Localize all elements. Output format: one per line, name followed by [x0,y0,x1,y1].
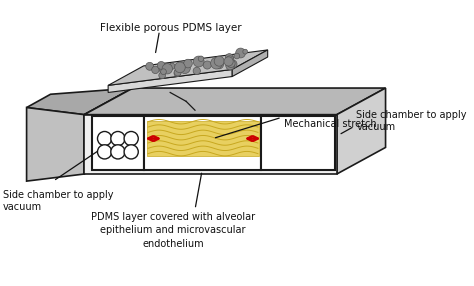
Text: Mechanical stretch: Mechanical stretch [283,119,376,129]
Polygon shape [232,50,268,77]
Circle shape [159,66,166,73]
Circle shape [234,53,240,59]
Polygon shape [108,50,268,86]
Circle shape [174,62,185,73]
Circle shape [224,57,233,66]
Circle shape [226,61,235,70]
Text: PDMS layer covered with alveolar
epithelium and microvascular
endothelium: PDMS layer covered with alveolar epithel… [91,212,255,249]
Circle shape [226,56,234,64]
Bar [92,116,145,170]
Circle shape [174,70,181,77]
Circle shape [183,59,192,68]
Circle shape [193,67,201,75]
Circle shape [124,132,138,146]
Circle shape [169,63,175,69]
Bar [147,121,259,156]
Circle shape [229,60,237,68]
Circle shape [179,62,191,74]
Polygon shape [108,69,232,92]
Circle shape [210,57,222,69]
Circle shape [198,56,204,61]
Circle shape [111,132,125,146]
Circle shape [98,132,112,146]
Circle shape [193,56,204,67]
Circle shape [215,60,224,69]
Text: Flexible porous PDMS layer: Flexible porous PDMS layer [100,23,242,33]
Polygon shape [84,88,385,115]
Circle shape [162,63,173,74]
Circle shape [225,54,234,62]
Circle shape [227,59,235,67]
Circle shape [203,61,211,69]
Polygon shape [27,88,133,115]
Circle shape [146,62,154,70]
Circle shape [124,145,138,159]
Circle shape [174,69,181,76]
Circle shape [159,72,165,79]
Text: Side chamber to apply
vacuum: Side chamber to apply vacuum [356,110,467,132]
Polygon shape [27,108,84,181]
Circle shape [236,48,246,58]
Circle shape [243,49,247,54]
Bar [262,116,335,170]
Circle shape [98,145,112,159]
Circle shape [157,61,165,69]
Polygon shape [337,88,385,174]
Polygon shape [84,88,133,174]
Circle shape [161,69,166,75]
Polygon shape [84,115,337,174]
Text: Side chamber to apply
vacuum: Side chamber to apply vacuum [3,190,113,212]
Circle shape [152,66,159,74]
Bar [145,116,262,170]
Circle shape [111,145,125,159]
Circle shape [214,56,224,66]
